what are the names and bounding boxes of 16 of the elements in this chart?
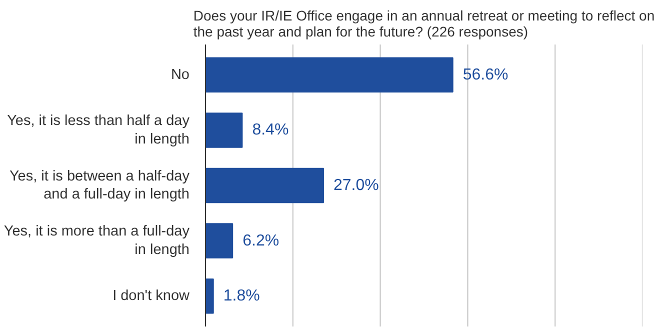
bar bbox=[206, 223, 234, 258]
y-tick-label: Yes, it is more than a full-day in length bbox=[4, 224, 190, 258]
bar bbox=[206, 278, 214, 314]
y-tick-label: No bbox=[170, 66, 190, 83]
data-label: 1.8% bbox=[223, 288, 260, 305]
y-tick-label: Yes, it is less than half a day in length bbox=[7, 113, 190, 148]
y-tick-label: Yes, it is between a half-day and a full-day in length bbox=[9, 168, 190, 203]
bar bbox=[206, 112, 243, 148]
data-label: 56.6% bbox=[462, 66, 508, 84]
y-tick-label: I don't know bbox=[112, 288, 190, 304]
data-label: 8.4% bbox=[252, 122, 289, 139]
data-label: 27.0% bbox=[333, 177, 379, 194]
data-label: 6.2% bbox=[242, 232, 280, 250]
chart-title: Does your IR/IE Office engage in an annual retreat or meeting to reflect on the past year and plan for the future? (226 responses) bbox=[193, 8, 655, 40]
bar bbox=[206, 168, 324, 204]
bar bbox=[206, 57, 454, 93]
